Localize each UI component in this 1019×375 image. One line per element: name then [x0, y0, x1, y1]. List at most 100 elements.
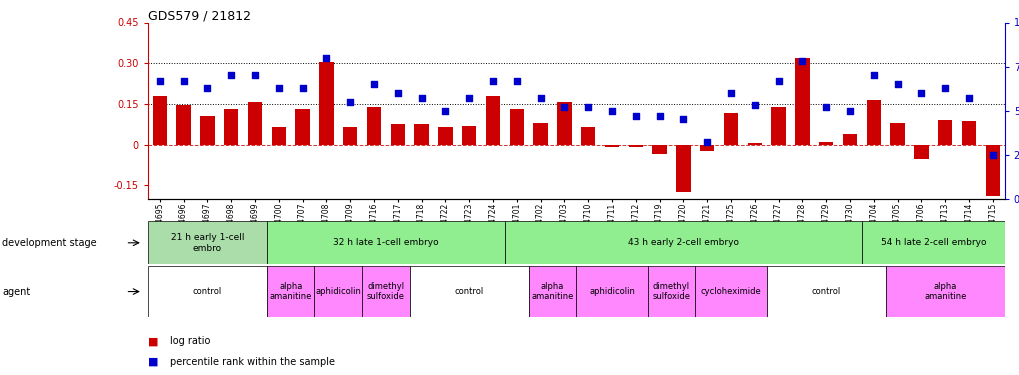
Point — [484, 78, 500, 84]
Point — [341, 99, 358, 105]
Bar — [367, 106, 381, 144]
Bar — [913, 144, 927, 159]
FancyBboxPatch shape — [504, 221, 861, 264]
Bar — [866, 100, 880, 144]
Bar — [224, 109, 238, 144]
Bar — [699, 144, 713, 151]
Text: percentile rank within the sample: percentile rank within the sample — [170, 357, 335, 367]
Bar — [390, 124, 405, 144]
FancyBboxPatch shape — [314, 266, 362, 317]
Text: development stage: development stage — [2, 238, 97, 248]
Point — [437, 108, 453, 114]
Bar — [248, 102, 262, 144]
Point — [223, 72, 239, 78]
Point — [889, 81, 905, 87]
Point — [532, 95, 548, 101]
Text: dimethyl
sulfoxide: dimethyl sulfoxide — [367, 282, 405, 301]
Point — [508, 78, 525, 84]
Point — [555, 104, 572, 110]
Point — [175, 78, 192, 84]
Bar — [604, 144, 619, 147]
FancyBboxPatch shape — [528, 266, 576, 317]
Point — [794, 58, 810, 64]
Point — [769, 78, 786, 84]
Point — [294, 85, 311, 91]
Point — [461, 95, 477, 101]
Point — [817, 104, 834, 110]
Point — [936, 85, 953, 91]
Bar — [485, 96, 499, 144]
Text: dimethyl
sulfoxide: dimethyl sulfoxide — [652, 282, 690, 301]
FancyBboxPatch shape — [148, 221, 267, 264]
Bar — [770, 106, 785, 144]
Point — [841, 108, 857, 114]
Text: 43 h early 2-cell embryo: 43 h early 2-cell embryo — [628, 238, 738, 248]
Text: aphidicolin: aphidicolin — [589, 287, 634, 296]
Point — [675, 116, 691, 122]
Bar — [176, 105, 191, 144]
FancyBboxPatch shape — [267, 221, 504, 264]
FancyBboxPatch shape — [410, 266, 528, 317]
Text: log ratio: log ratio — [170, 336, 211, 346]
Bar — [890, 123, 904, 144]
Point — [580, 104, 596, 110]
Bar — [937, 120, 952, 144]
Text: alpha
amanitine: alpha amanitine — [269, 282, 312, 301]
Point — [247, 72, 263, 78]
Text: ■: ■ — [148, 336, 158, 346]
FancyBboxPatch shape — [861, 221, 1004, 264]
Text: 21 h early 1-cell
embro: 21 h early 1-cell embro — [170, 233, 244, 252]
Bar — [271, 127, 285, 144]
FancyBboxPatch shape — [576, 266, 647, 317]
Text: control: control — [454, 287, 483, 296]
Point — [270, 85, 286, 91]
Point — [366, 81, 382, 87]
Bar — [581, 127, 595, 144]
Point — [912, 90, 928, 96]
Bar — [628, 144, 642, 147]
Bar — [723, 113, 738, 144]
Point — [152, 78, 168, 84]
Point — [722, 90, 739, 96]
Bar — [556, 102, 571, 144]
FancyBboxPatch shape — [362, 266, 410, 317]
Bar — [319, 62, 333, 144]
FancyBboxPatch shape — [267, 266, 314, 317]
Bar — [652, 144, 666, 154]
Point — [746, 102, 762, 108]
Bar — [200, 116, 214, 144]
FancyBboxPatch shape — [766, 266, 884, 317]
Point — [389, 90, 406, 96]
Bar — [153, 96, 167, 144]
Text: control: control — [811, 287, 840, 296]
Text: 32 h late 1-cell embryo: 32 h late 1-cell embryo — [333, 238, 438, 248]
Point — [960, 95, 976, 101]
Bar — [842, 134, 856, 144]
Bar — [961, 122, 975, 144]
Text: alpha
amanitine: alpha amanitine — [531, 282, 573, 301]
Point — [698, 140, 714, 146]
Text: 54 h late 2-cell embryo: 54 h late 2-cell embryo — [879, 238, 985, 248]
Point — [603, 108, 620, 114]
Text: aphidicolin: aphidicolin — [315, 287, 361, 296]
Point — [983, 152, 1000, 157]
Bar — [533, 123, 547, 144]
Bar — [342, 127, 357, 144]
FancyBboxPatch shape — [148, 266, 267, 317]
Text: alpha
amanitine: alpha amanitine — [923, 282, 965, 301]
Text: GDS579 / 21812: GDS579 / 21812 — [148, 9, 251, 22]
Bar — [795, 58, 809, 144]
Point — [865, 72, 881, 78]
Point — [651, 113, 667, 119]
Text: agent: agent — [2, 286, 31, 297]
FancyBboxPatch shape — [884, 266, 1004, 317]
Bar — [462, 126, 476, 144]
Bar — [984, 144, 999, 196]
Bar — [296, 109, 310, 144]
Bar — [676, 144, 690, 192]
FancyBboxPatch shape — [695, 266, 766, 317]
Text: ■: ■ — [148, 357, 158, 367]
Point — [413, 95, 429, 101]
Point — [318, 55, 334, 61]
Bar — [818, 142, 833, 144]
